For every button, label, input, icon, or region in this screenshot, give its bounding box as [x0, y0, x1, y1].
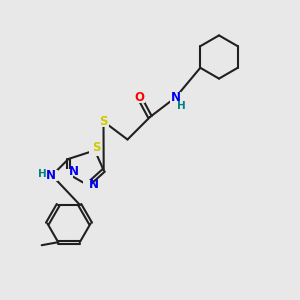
Text: O: O: [134, 91, 145, 104]
Text: H: H: [177, 101, 186, 111]
Text: N: N: [170, 91, 181, 104]
Bar: [89, 145, 100, 156]
Bar: [64, 169, 73, 179]
Bar: [98, 116, 109, 127]
Text: S: S: [99, 115, 108, 128]
Text: S: S: [92, 142, 100, 154]
Bar: [82, 180, 92, 190]
Bar: [134, 92, 145, 103]
Text: N: N: [46, 169, 56, 182]
Bar: [170, 92, 181, 103]
Text: H: H: [38, 169, 47, 179]
Text: N: N: [89, 178, 99, 191]
Text: N: N: [69, 165, 79, 178]
Bar: [46, 170, 58, 181]
